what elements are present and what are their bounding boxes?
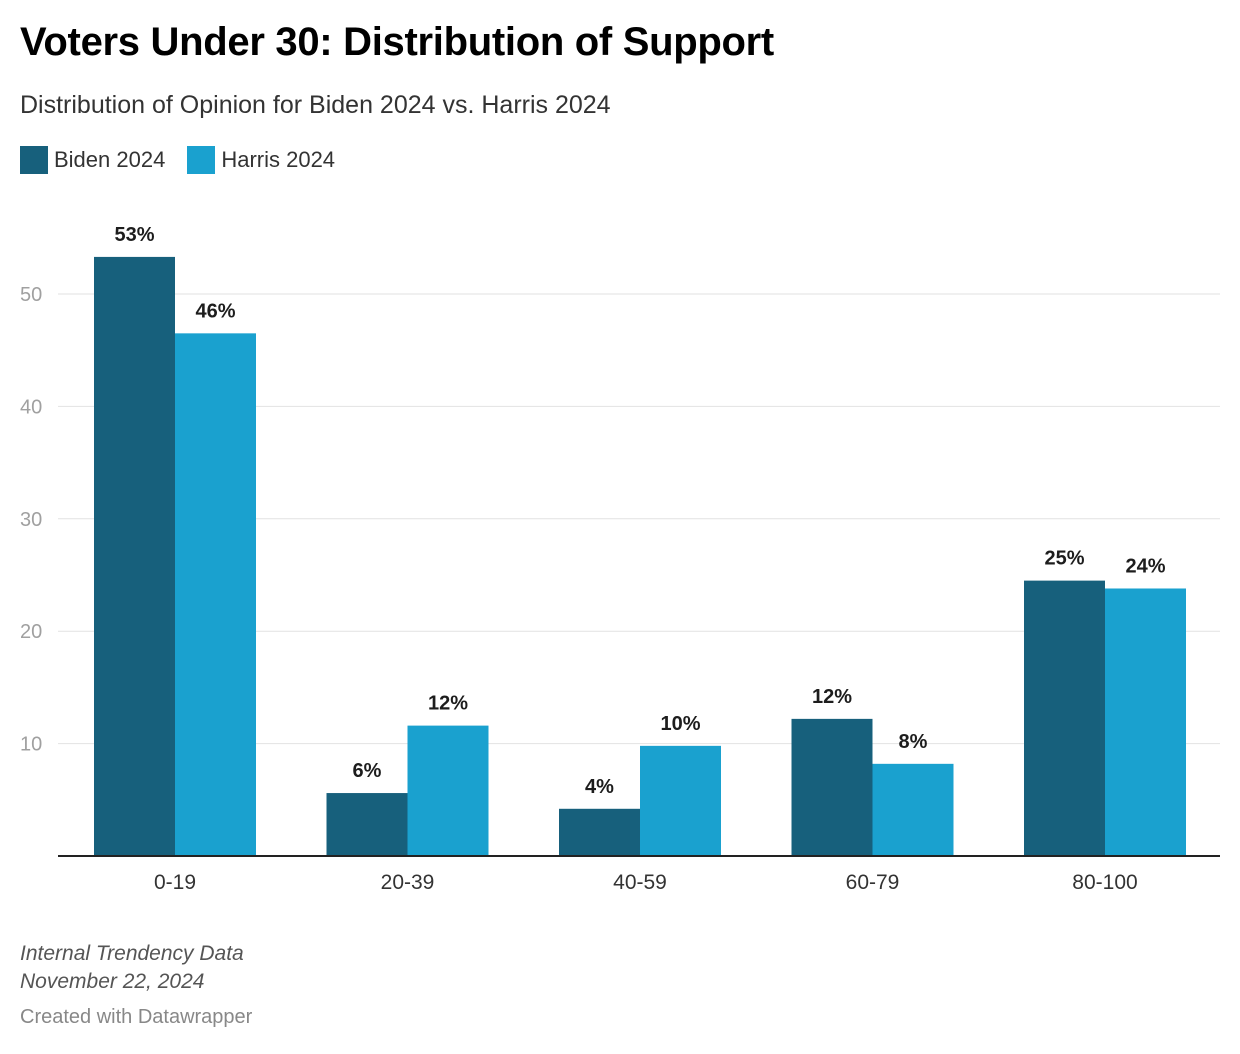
data-label: 12% [812,686,852,708]
credit-note: Created with Datawrapper [20,1006,253,1028]
data-label: 53% [114,224,154,246]
x-tick-label: 80-100 [1072,871,1137,894]
data-label: 4% [585,776,614,798]
x-tick-label: 60-79 [846,871,900,894]
y-tick-label: 40 [20,396,42,418]
y-tick-label: 30 [20,509,42,531]
x-tick-label: 40-59 [613,871,667,894]
legend-item-harris: Harris 2024 [187,146,335,174]
bar [326,793,408,856]
x-tick-label: 20-39 [381,871,435,894]
data-label: 25% [1044,548,1084,570]
legend-label-biden: Biden 2024 [54,147,166,172]
source-note: Internal Trendency Data [20,942,244,965]
x-tick-label: 0-19 [154,871,196,894]
legend-swatch-biden [20,146,48,174]
y-tick-label: 50 [20,284,42,306]
data-label: 46% [195,300,235,322]
data-label: 8% [899,731,928,753]
y-tick-label: 20 [20,621,42,643]
legend-swatch-harris [187,146,216,174]
y-tick-label: 10 [20,734,42,756]
chart-subtitle: Distribution of Opinion for Biden 2024 v… [20,91,611,119]
data-label: 10% [660,713,700,735]
legend-label-harris: Harris 2024 [221,147,336,172]
bar [872,763,954,856]
bar [1024,580,1105,856]
bar [640,745,721,856]
bar [407,725,489,856]
chart-legend: Biden 2024 Harris 2024 [20,146,357,174]
bar [791,718,873,856]
chart-footer: Internal Trendency Data November 22, 202… [20,940,244,996]
bar [1105,588,1186,856]
legend-item-biden: Biden 2024 [20,146,165,174]
bar [94,256,175,857]
date-note: November 22, 2024 [20,970,205,993]
data-label: 24% [1125,555,1165,577]
data-label: 12% [428,693,468,715]
bar [559,808,640,856]
data-label: 6% [353,760,382,782]
chart-title: Voters Under 30: Distribution of Support [20,20,774,64]
bar [175,333,256,857]
bar-chart: 10 20 30 40 50 53% 6% 4% 12% 25% 46% 12% 10% 8% 24% 0-1… [20,224,1220,894]
